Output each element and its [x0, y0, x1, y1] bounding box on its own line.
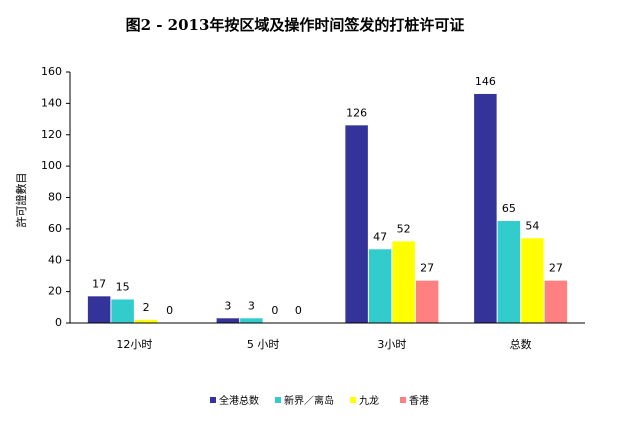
legend-label: 新界／离岛: [284, 394, 334, 407]
y-tick-label: 120: [41, 128, 62, 141]
y-tick-label: 100: [41, 159, 62, 172]
data-label: 126: [346, 106, 367, 119]
legend-swatch: [275, 397, 281, 403]
y-tick-label: 40: [48, 253, 62, 266]
y-tick-label: 160: [41, 65, 62, 78]
bar: [474, 93, 497, 324]
bar: [134, 319, 158, 323]
bar: [216, 318, 240, 323]
legend-label: 九龙: [359, 394, 379, 407]
x-tick-label: 3小时: [377, 338, 406, 351]
legend-swatch: [350, 397, 356, 403]
data-label: 54: [525, 219, 539, 232]
data-label: 146: [475, 75, 496, 88]
legend-swatch: [210, 397, 216, 403]
y-tick-label: 80: [48, 191, 62, 204]
y-tick-label: 0: [55, 316, 62, 329]
chart-title: 图2 - 2013年按区域及操作时间签发的打桩许可证: [126, 16, 465, 34]
x-tick-label: 12小时: [116, 338, 152, 351]
bar: [111, 299, 134, 323]
data-label: 3: [224, 299, 231, 312]
y-axis-label: 許可證數目: [14, 173, 28, 228]
legend-label: 全港总数: [219, 394, 259, 407]
bar: [368, 249, 392, 323]
legend-label: 香港: [409, 395, 429, 407]
bar: [392, 241, 415, 323]
data-label: 52: [397, 222, 411, 235]
bar: [87, 296, 111, 323]
data-label: 65: [502, 202, 516, 215]
bar: [345, 125, 368, 324]
data-label: 27: [549, 262, 563, 275]
x-tick-label: 5 小时: [247, 338, 280, 351]
data-label: 0: [295, 304, 302, 317]
data-label: 27: [420, 262, 434, 275]
data-label: 17: [92, 277, 106, 290]
bar: [497, 221, 521, 323]
data-label: 3: [248, 299, 255, 312]
bar: [521, 238, 544, 323]
bar: [415, 280, 439, 323]
data-label: 47: [373, 230, 387, 243]
y-tick-label: 20: [48, 285, 62, 298]
y-tick-label: 60: [48, 222, 62, 235]
x-tick-label: 总数: [510, 337, 532, 351]
data-label: 0: [166, 304, 173, 317]
data-label: 0: [271, 304, 278, 317]
y-tick-label: 140: [41, 96, 62, 109]
bar: [240, 318, 263, 323]
data-label: 2: [143, 301, 150, 314]
bar: [544, 280, 568, 323]
data-label: 15: [116, 280, 130, 293]
legend-swatch: [400, 397, 406, 403]
